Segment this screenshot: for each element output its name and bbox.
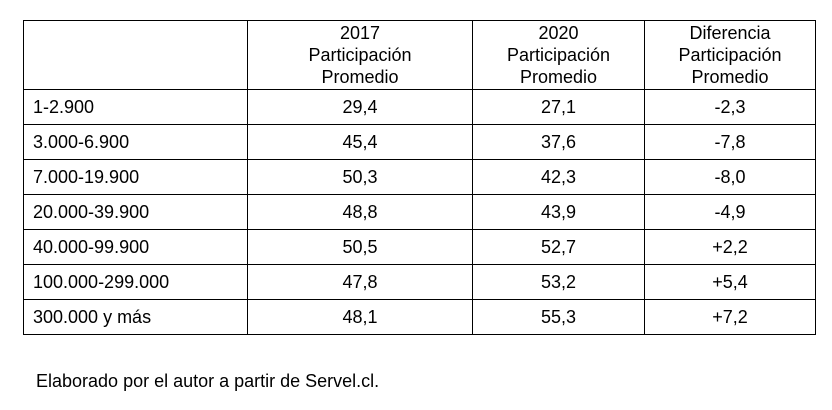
header-2017-line-2: Participación — [308, 45, 412, 65]
value-2020-cell: 53,2 — [472, 264, 645, 300]
difference-cell: -4,9 — [644, 194, 816, 230]
value-2020-cell: 37,6 — [472, 124, 645, 160]
header-2020-line-3: Promedio — [519, 67, 598, 87]
header-diff-line-2: Participación — [678, 45, 782, 65]
value-2017-cell: 50,3 — [247, 159, 473, 195]
range-cell: 300.000 y más — [23, 299, 248, 335]
value-2017-cell: 29,4 — [247, 89, 473, 125]
value-2017-cell: 47,8 — [247, 264, 473, 300]
difference-cell: +7,2 — [644, 299, 816, 335]
table-row: 40.000-99.900 50,5 52,7 +2,2 — [23, 229, 816, 265]
value-2020-cell: 43,9 — [472, 194, 645, 230]
header-cell-range — [23, 20, 248, 90]
source-footnote: Elaborado por el autor a partir de Serve… — [36, 371, 380, 391]
participation-table: 2017 Participación Promedio 2020 Partici… — [23, 20, 816, 335]
value-2017-cell: 45,4 — [247, 124, 473, 160]
value-2017-cell: 48,8 — [247, 194, 473, 230]
difference-cell: -2,3 — [644, 89, 816, 125]
header-cell-2017: 2017 Participación Promedio — [247, 20, 473, 90]
table-row: 7.000-19.900 50,3 42,3 -8,0 — [23, 159, 816, 195]
range-cell: 40.000-99.900 — [23, 229, 248, 265]
header-2020-line-1: 2020 — [538, 23, 579, 43]
header-2017-line-1: 2017 — [339, 23, 381, 43]
table-row: 20.000-39.900 48,8 43,9 -4,9 — [23, 194, 816, 230]
table-row: 300.000 y más 48,1 55,3 +7,2 — [23, 299, 816, 335]
value-2017-cell: 48,1 — [247, 299, 473, 335]
header-cell-2020: 2020 Participación Promedio — [472, 20, 645, 90]
header-diff-line-3: Promedio — [691, 67, 769, 87]
header-row: 2017 Participación Promedio 2020 Partici… — [23, 20, 816, 90]
table-row: 3.000-6.900 45,4 37,6 -7,8 — [23, 124, 816, 160]
header-cell-difference: Diferencia Participación Promedio — [644, 20, 816, 90]
value-2020-cell: 55,3 — [472, 299, 645, 335]
header-2017-line-3: Promedio — [321, 67, 399, 87]
difference-cell: -8,0 — [644, 159, 816, 195]
value-2020-cell: 27,1 — [472, 89, 645, 125]
value-2020-cell: 52,7 — [472, 229, 645, 265]
range-cell: 7.000-19.900 — [23, 159, 248, 195]
value-2020-cell: 42,3 — [472, 159, 645, 195]
range-cell: 1-2.900 — [23, 89, 248, 125]
difference-cell: -7,8 — [644, 124, 816, 160]
difference-cell: +5,4 — [644, 264, 816, 300]
value-2017-cell: 50,5 — [247, 229, 473, 265]
table-row: 100.000-299.000 47,8 53,2 +5,4 — [23, 264, 816, 300]
table-row: 1-2.900 29,4 27,1 -2,3 — [23, 89, 816, 125]
range-cell: 100.000-299.000 — [23, 264, 248, 300]
range-cell: 3.000-6.900 — [23, 124, 248, 160]
range-cell: 20.000-39.900 — [23, 194, 248, 230]
header-2020-line-2: Participación — [506, 45, 611, 65]
header-diff-line-1: Diferencia — [689, 23, 771, 43]
difference-cell: +2,2 — [644, 229, 816, 265]
